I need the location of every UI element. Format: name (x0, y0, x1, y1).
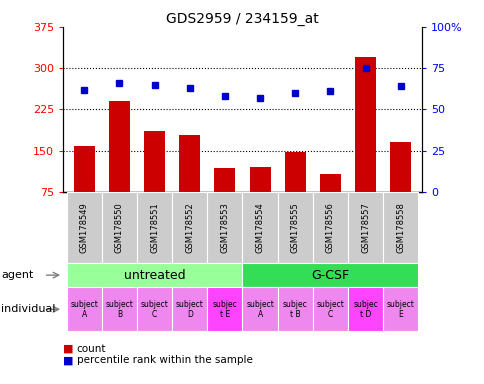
Text: subject
C: subject C (316, 300, 344, 319)
Text: subjec
t D: subjec t D (352, 300, 377, 319)
Bar (102, 192, 136, 263)
Text: ■: ■ (63, 344, 74, 354)
Bar (382, 287, 418, 331)
Bar (207, 287, 242, 331)
Text: subject
D: subject D (175, 300, 203, 319)
Bar (179, 135, 200, 192)
Bar (136, 192, 172, 263)
Text: count: count (76, 344, 106, 354)
Text: GSM178553: GSM178553 (220, 202, 229, 253)
Bar (284, 152, 305, 192)
Bar (172, 192, 207, 263)
Text: subject
C: subject C (140, 300, 168, 319)
Text: subjec
t B: subjec t B (282, 300, 307, 319)
Text: GSM178557: GSM178557 (361, 202, 369, 253)
Bar (242, 287, 277, 331)
Bar (144, 131, 165, 192)
Bar (74, 146, 94, 192)
Text: subject
E: subject E (386, 300, 414, 319)
Text: GSM178554: GSM178554 (255, 202, 264, 253)
Bar (354, 57, 376, 192)
Text: GSM178550: GSM178550 (115, 202, 123, 253)
Text: agent: agent (1, 270, 33, 280)
Text: untreated: untreated (123, 269, 185, 281)
Bar (390, 142, 410, 192)
Bar (108, 101, 130, 192)
Bar (214, 168, 235, 192)
Bar (66, 192, 102, 263)
Text: GSM178556: GSM178556 (325, 202, 334, 253)
Bar (277, 287, 312, 331)
Bar (348, 287, 382, 331)
Text: individual: individual (1, 304, 55, 314)
Bar (312, 192, 348, 263)
Bar (207, 192, 242, 263)
Bar (66, 287, 102, 331)
Text: GSM178558: GSM178558 (395, 202, 405, 253)
Bar (382, 192, 418, 263)
Bar (312, 287, 348, 331)
Bar (136, 287, 172, 331)
Bar (348, 192, 382, 263)
Text: subject
A: subject A (246, 300, 273, 319)
Text: subject
B: subject B (105, 300, 133, 319)
Text: ■: ■ (63, 355, 74, 365)
Bar (319, 174, 340, 192)
Text: subject
A: subject A (70, 300, 98, 319)
Bar (172, 287, 207, 331)
Bar (249, 167, 270, 192)
Text: G-CSF: G-CSF (311, 269, 349, 281)
Bar (102, 287, 136, 331)
Bar (242, 263, 418, 287)
Text: GSM178552: GSM178552 (185, 202, 194, 253)
Title: GDS2959 / 234159_at: GDS2959 / 234159_at (166, 12, 318, 26)
Bar (66, 263, 242, 287)
Bar (242, 192, 277, 263)
Text: GSM178551: GSM178551 (150, 202, 159, 253)
Text: GSM178549: GSM178549 (79, 202, 89, 253)
Bar (277, 192, 312, 263)
Text: percentile rank within the sample: percentile rank within the sample (76, 355, 252, 365)
Text: subjec
t E: subjec t E (212, 300, 237, 319)
Text: GSM178555: GSM178555 (290, 202, 299, 253)
